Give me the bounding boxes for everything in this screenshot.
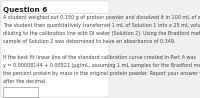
FancyBboxPatch shape [3,87,38,97]
Text: diluting to the calibration line with DI water (Solution 2). Using the Bradford : diluting to the calibration line with DI… [3,31,200,36]
Text: after the decimal.: after the decimal. [3,79,47,84]
FancyBboxPatch shape [1,1,109,97]
Text: y = 0.00008144 + 0.00521 (μg/mL, assuming 1 mL samples for the Bradford method),: y = 0.00008144 + 0.00521 (μg/mL, assumin… [3,63,200,68]
Text: Question 6: Question 6 [3,7,48,13]
Text: the percent protein by mass in the original protein powder. Report your answer w: the percent protein by mass in the origi… [3,71,200,76]
Text: The student then quantitatively transferred 1 mL of Solution 1 into a 25 mL volu: The student then quantitatively transfer… [3,23,200,28]
Text: A student weighed out 0.150 g of protein powder and dissolved it in 100 mL of wa: A student weighed out 0.150 g of protein… [3,15,200,20]
Text: sample of Solution 2 was determined to have an absorbance of 0.349.: sample of Solution 2 was determined to h… [3,39,176,44]
Text: If the best fit linear line of the standard calibration curve created in Part A : If the best fit linear line of the stand… [3,55,196,60]
